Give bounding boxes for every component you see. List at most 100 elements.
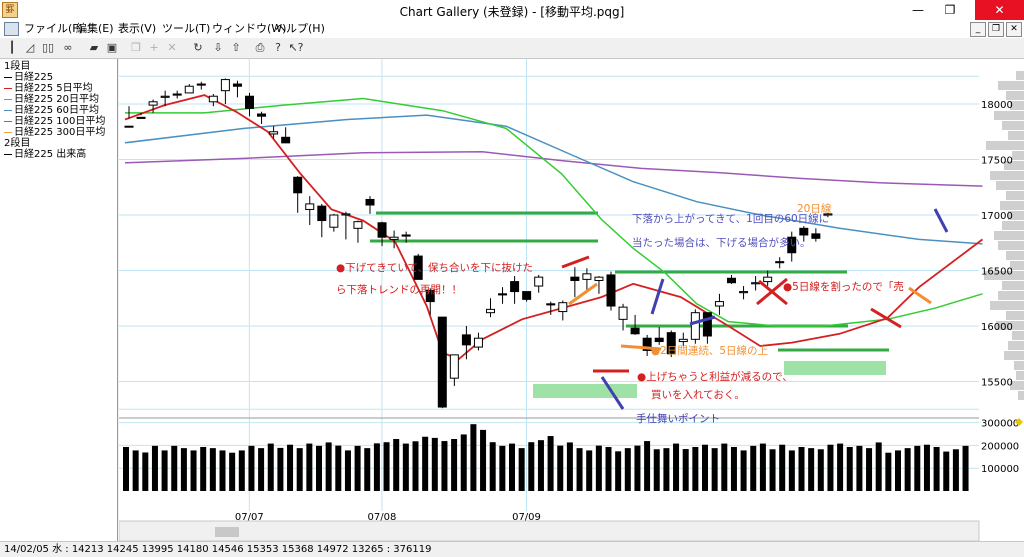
ma20-line — [125, 97, 983, 327]
document-icon[interactable] — [4, 22, 19, 36]
menu-window[interactable]: ウィンドウ(W) — [212, 22, 287, 35]
volume-profile-bar — [1012, 151, 1024, 160]
menu-edit[interactable]: 編集(E) — [76, 22, 114, 35]
legend-item-ma300[interactable]: 日経225 300日平均 — [4, 127, 105, 138]
trend-mark — [568, 282, 598, 306]
volume-bar — [875, 442, 882, 491]
minimize-button[interactable]: — — [912, 3, 924, 17]
volume-bar — [344, 450, 351, 491]
candle-body — [630, 327, 640, 335]
app-icon[interactable]: 罫 — [2, 2, 18, 18]
candle-body — [401, 234, 411, 237]
pane-marker-icon — [1015, 418, 1023, 426]
chart-annotation: ●2日間連続、5日線の上 — [651, 344, 768, 357]
volume-profile-bar — [1010, 101, 1024, 110]
legend-item-ma5[interactable]: 日経225 5日平均 — [4, 83, 93, 94]
horizontal-scrollbar[interactable] — [118, 520, 980, 542]
volume-bar — [576, 448, 583, 491]
volume-bar — [933, 446, 940, 491]
legend-item-ma20[interactable]: 日経225 20日平均 — [4, 94, 99, 105]
legend-item-volume[interactable]: 日経225 出来高 — [4, 149, 86, 160]
volume-bar — [499, 445, 506, 491]
candle-body — [377, 222, 387, 238]
open-folder-icon[interactable]: ▰ — [89, 41, 99, 54]
bar-pair-icon[interactable]: ▯▯ — [41, 41, 55, 54]
volume-bar — [248, 445, 255, 491]
legend-item-ma100[interactable]: 日経225 100日平均 — [4, 116, 105, 127]
download-icon[interactable]: ⇩ — [213, 41, 223, 54]
candle-body — [172, 93, 182, 96]
save-icon[interactable]: ▣ — [106, 41, 118, 54]
candle-body — [220, 79, 230, 92]
volume-bar — [856, 445, 863, 491]
chart-area[interactable]: ●下げてきていて、保ち合いを下に抜けた ら下落トレンドの再開！！ ●2日間連続、5日… — [118, 59, 1024, 542]
volume-bar — [759, 443, 766, 491]
volume-profile-bar — [996, 181, 1024, 190]
zoom-icon[interactable]: ↻ — [193, 41, 203, 54]
line-chart-icon[interactable]: ◿ — [25, 41, 35, 54]
volume-bar — [383, 442, 390, 491]
maximize-button[interactable]: ❐ — [944, 3, 956, 17]
candle-body — [196, 83, 206, 86]
help-icon[interactable]: ? — [275, 41, 281, 54]
menu-tools[interactable]: ツール(T) — [162, 22, 211, 35]
mdi-restore-button[interactable]: ❐ — [988, 22, 1004, 37]
legend-item-close[interactable]: 日経225 — [4, 72, 53, 83]
menu-file[interactable]: ファイル(F) — [24, 22, 83, 35]
volume-bar — [943, 451, 950, 491]
legend-label: 日経225 300日平均 — [14, 127, 106, 138]
volume-profile-bar — [1006, 191, 1024, 200]
volume-bar — [229, 452, 236, 491]
volume-bar — [952, 449, 959, 491]
volume-profile-bar — [986, 141, 1024, 150]
volume-bar — [287, 444, 294, 491]
candle-body — [208, 95, 218, 103]
volume-profile-bar — [1008, 341, 1024, 350]
volume-bar — [769, 449, 776, 491]
candle-body — [257, 113, 267, 117]
volume-bar — [914, 445, 921, 491]
legend-item-ma60[interactable]: 日経225 60日平均 — [4, 105, 99, 116]
menu-view[interactable]: 表示(V) — [118, 22, 157, 35]
legend-swatch — [4, 98, 12, 100]
volume-profile-bar — [1006, 251, 1024, 260]
volume-bar — [750, 445, 757, 491]
mdi-close-button[interactable]: ✕ — [1006, 22, 1022, 37]
candlestick-icon[interactable]: ┃ — [8, 41, 16, 54]
volume-profile-bar — [1004, 351, 1024, 360]
copy-icon[interactable]: ❐ — [131, 41, 141, 54]
legend-label: 日経225 — [14, 72, 54, 83]
volume-bar — [615, 451, 622, 491]
volume-bar — [441, 441, 448, 491]
close-button[interactable]: ✕ — [975, 0, 1024, 20]
mdi-controls: _ ❐ ✕ — [968, 21, 1022, 37]
volume-profile-bar — [1006, 311, 1024, 320]
binoculars-icon[interactable]: ∞ — [63, 41, 73, 54]
volume-bar — [557, 445, 564, 491]
candle-body — [148, 101, 158, 106]
volume-tick-label: 100000 — [981, 464, 1019, 475]
volume-tick-label: 300000 — [981, 419, 1019, 430]
delete-icon[interactable]: ✕ — [167, 41, 177, 54]
print-icon[interactable]: ⎙ — [255, 41, 265, 54]
legend-swatch — [4, 87, 12, 89]
title-bar: 罫 Chart Gallery (未登録) - [移動平均.pqg] — ❐ ✕ — [0, 0, 1024, 21]
mdi-minimize-button[interactable]: _ — [970, 22, 986, 37]
upload-icon[interactable]: ⇧ — [231, 41, 241, 54]
menu-help[interactable]: ヘルプ(H) — [275, 22, 325, 35]
crosshair-icon[interactable]: + — [149, 41, 159, 54]
volume-bar — [740, 450, 747, 491]
volume-bar — [200, 446, 207, 491]
candle-body — [160, 95, 170, 98]
volume-bar — [595, 445, 602, 491]
volume-bar — [827, 444, 834, 491]
volume-bar — [509, 443, 515, 491]
context-help-icon[interactable]: ↖? — [288, 41, 304, 54]
candle-body — [702, 312, 712, 337]
volume-bar — [306, 443, 313, 491]
volume-profile-bar — [994, 231, 1024, 240]
candle-body — [751, 282, 761, 285]
candle-body — [594, 276, 604, 281]
pane1-label: 1段目 — [4, 61, 31, 72]
scrollbar-thumb[interactable] — [215, 527, 239, 537]
